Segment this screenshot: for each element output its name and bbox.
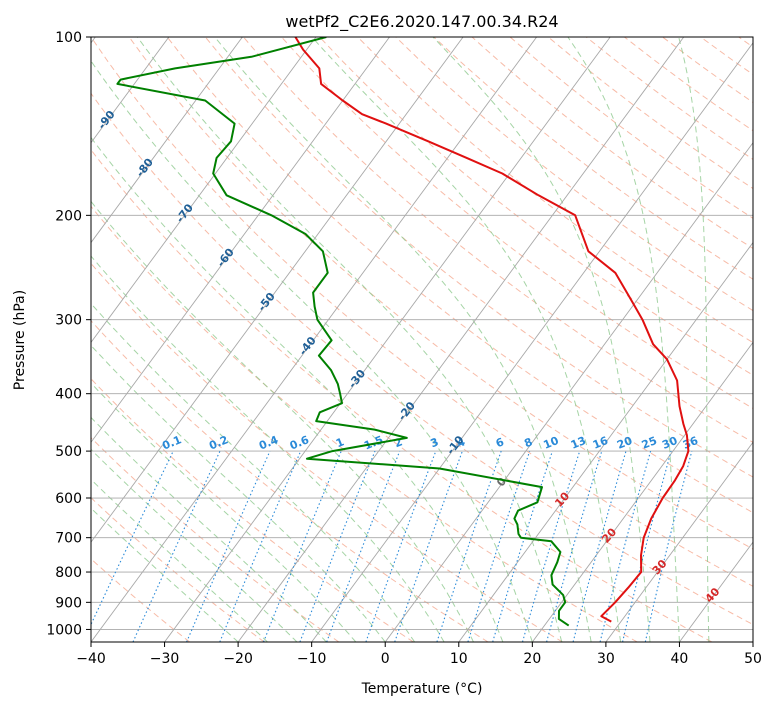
profiles [116, 37, 690, 627]
isotherm-line [458, 241, 753, 642]
background-lines [91, 37, 753, 642]
moist-adiabat-line [136, 37, 563, 642]
mixing-ratio-label: 13 [569, 434, 588, 452]
x-tick-label: −20 [223, 651, 253, 667]
mixing-ratio-line [365, 450, 437, 642]
dry-adiabat-line [91, 37, 753, 587]
moist-adiabat-line [91, 60, 533, 642]
isotherm-line [91, 37, 243, 244]
dry-adiabat-line [91, 378, 414, 642]
x-tick-label: −10 [297, 651, 327, 667]
moist-adiabat-line [91, 200, 474, 642]
y-tick-label: 300 [55, 313, 82, 329]
x-tick-label: 30 [597, 651, 615, 667]
mixing-ratio-line [299, 450, 376, 642]
moist-adiabat-line [678, 37, 710, 642]
moist-adiabat-line [91, 344, 386, 642]
moist-adiabat-line [214, 37, 592, 642]
mixing-ratio-label: 3 [429, 435, 441, 450]
isotherm-line [311, 42, 753, 642]
y-tick-label: 900 [55, 595, 82, 611]
moist-adiabat-line [91, 416, 327, 642]
y-axis-label: Pressure (hPa) [12, 290, 28, 390]
mixing-ratio-line [546, 450, 603, 642]
isotherm-line [164, 37, 611, 642]
moist-adiabat-line [91, 382, 357, 642]
isotherm-line [384, 141, 753, 642]
y-tick-label: 600 [55, 491, 82, 507]
axes: −40 −30 −20 −10 0 10 20 30 40 50 100 200 300 400 500 60… [46, 30, 762, 667]
x-tick-label: 0 [381, 651, 390, 667]
mixing-ratio-line [219, 450, 302, 642]
moist-adiabat-line [91, 478, 268, 642]
moist-adiabat-line [91, 255, 445, 642]
moist-adiabat-line [567, 37, 680, 642]
dry-adiabat-line [91, 92, 753, 626]
dry-adiabat-line [357, 37, 753, 344]
y-tick-label: 700 [55, 531, 82, 547]
moist-adiabat-line [91, 302, 416, 642]
mixing-ratio-line [326, 450, 401, 642]
y-tick-label: 200 [55, 208, 82, 224]
dry-adiabat-line [166, 37, 753, 514]
plot-frame [90, 36, 754, 643]
mixing-ratio-line [262, 450, 342, 642]
dry-adiabat-line [395, 37, 753, 312]
isotherm-line [237, 37, 685, 642]
isotherm-line [91, 37, 464, 543]
mixing-ratio-line [394, 450, 463, 642]
y-tick-label: 400 [55, 387, 82, 403]
mixing-ratio-line [186, 450, 271, 642]
x-tick-label: −30 [150, 651, 180, 667]
mixing-ratio-label: 20 [615, 434, 634, 452]
x-tick-label: 40 [671, 651, 689, 667]
y-tick-label: 1000 [46, 622, 82, 638]
mixing-ratio-label: 36 [681, 434, 700, 452]
x-tick-label: 10 [450, 651, 468, 667]
mixing-ratio-label: 10 [542, 434, 561, 452]
mixing-ratio-label: 30 [660, 434, 679, 452]
mixing-ratio-line [521, 450, 581, 642]
mixing-ratio-line [644, 450, 693, 642]
mixing-ratio-label: 8 [522, 435, 534, 450]
dry-adiabat-line [319, 37, 753, 376]
mixing-ratio-label: 1 [334, 435, 346, 450]
y-tick-label: 500 [55, 444, 82, 460]
mixing-ratio-line [572, 450, 627, 642]
dry-adiabat-line [91, 148, 713, 642]
y-tick-label: 100 [55, 30, 82, 46]
moist-adiabat-line [432, 37, 651, 642]
mixing-ratio-label: 25 [640, 434, 659, 452]
mixing-ratio-label: 2 [392, 435, 404, 450]
isotherm-line [91, 37, 170, 144]
moist-adiabat-line [91, 507, 239, 642]
dewpoint-profile [116, 37, 570, 627]
x-tick-label: 50 [744, 651, 762, 667]
isotherm-line [91, 37, 390, 444]
dry-adiabat-line [91, 262, 563, 642]
x-axis-label: Temperature (°C) [361, 681, 483, 697]
mixing-ratio-line [492, 450, 553, 642]
y-tick-label: 800 [55, 565, 82, 581]
isotherm-line [605, 441, 753, 642]
isotherm-line [531, 341, 753, 642]
moist-adiabat-line [91, 448, 298, 642]
isotherm-line [91, 37, 317, 344]
x-tick-label: −40 [76, 651, 106, 667]
moist-adiabat-line [311, 37, 622, 642]
temperature-profile [294, 37, 690, 623]
mixing-ratio-line [436, 450, 502, 642]
isotherm-line [91, 37, 538, 642]
moist-adiabat-line [91, 136, 504, 642]
chart-title: wetPf2_C2E6.2020.147.00.34.R24 [285, 12, 558, 32]
mixing-ratio-label: 16 [591, 434, 610, 452]
mixing-ratio-line [467, 450, 531, 642]
x-tick-label: 20 [523, 651, 541, 667]
